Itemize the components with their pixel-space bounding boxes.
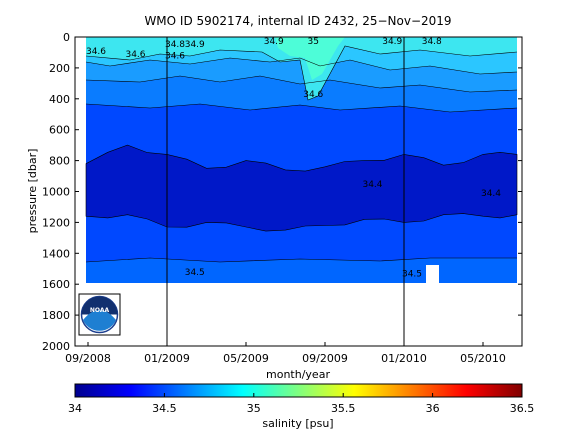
- colorbar-tick-label: 36: [426, 402, 440, 415]
- contour-label: 34.9: [185, 40, 205, 50]
- x-tick-label: 05/2009: [223, 352, 269, 365]
- contour-label: 34.6: [86, 47, 106, 57]
- contour-label: 34.8: [422, 37, 442, 47]
- y-tick-label: 600: [49, 124, 70, 137]
- contour-label: 34.8: [165, 40, 185, 50]
- y-tick-label: 400: [49, 93, 70, 106]
- colorbar-tick-label: 35.5: [331, 402, 356, 415]
- x-tick-label: 01/2009: [144, 352, 190, 365]
- x-tick-label: 09/2008: [65, 352, 111, 365]
- colorbar-label: salinity [psu]: [262, 417, 333, 430]
- y-tick-label: 1600: [42, 278, 70, 291]
- x-tick-label: 05/2010: [460, 352, 506, 365]
- contour-label: 34.4: [362, 180, 382, 190]
- contour-label: 34.6: [125, 50, 145, 60]
- contour-34-4: [85, 144, 518, 232]
- contour-label: 34.9: [382, 37, 402, 47]
- missing-data-patch: [426, 265, 439, 283]
- field-surface-core: [275, 37, 345, 80]
- y-tick-label: 200: [49, 62, 70, 75]
- y-tick-label: 800: [49, 155, 70, 168]
- field-upper-band-4: [86, 37, 517, 100]
- colorbar-tick-label: 36.5: [510, 402, 535, 415]
- colorbar-tick-label: 34.5: [152, 402, 177, 415]
- contour-label: 34.6: [303, 90, 323, 100]
- contour-labels: 34.834.6 34.6 34.634.9 34.9 35 34.9 34.834.634…: [86, 37, 501, 279]
- field-34-4-core: [86, 145, 517, 232]
- noaa-logo: NOAA: [78, 293, 121, 336]
- y-tick-label: 1400: [42, 247, 70, 260]
- x-axis-label: month/year: [266, 368, 330, 381]
- logo-top: [81, 296, 118, 315]
- logo-wave: [83, 310, 116, 331]
- x-tick-label: 01/2010: [381, 352, 427, 365]
- y-tick-label: 1800: [42, 309, 70, 322]
- contour-label: 34.5: [185, 268, 205, 278]
- contour-label: 34.4: [481, 189, 501, 199]
- y-tick-label: 1200: [42, 216, 70, 229]
- contour-label: 35: [308, 37, 319, 47]
- colorbar-tick-label: 34: [68, 402, 82, 415]
- contour-label: 34.9: [264, 37, 284, 47]
- contour-label: 34.5: [402, 269, 422, 279]
- logo-text: NOAA: [90, 307, 110, 314]
- colorbar-tick-label: 35: [247, 402, 261, 415]
- y-tick-label: 1000: [42, 186, 70, 199]
- y-tick-label: 0: [63, 31, 70, 44]
- y-axis-ticks: 0 200 400 600 800 1000 1200 1400 1600 1800 2000: [42, 31, 522, 353]
- y-tick-label: 2000: [42, 340, 70, 353]
- colorbar: [74, 383, 523, 398]
- y-axis-label: pressure [dbar]: [26, 149, 39, 234]
- chart-title: WMO ID 5902174, internal ID 2432, 25−Nov…: [144, 14, 451, 28]
- field-deep-band: [86, 258, 517, 283]
- x-axis-ticks: 09/2008 01/2009 05/2009 09/2009 01/2010 05/20…: [65, 342, 506, 365]
- colorbar-ticks: 34 34.5 35 35.5 36 36.5: [68, 393, 534, 415]
- plot-area: 34.834.6 34.6 34.634.9 34.9 35 34.9 34.834.634…: [85, 37, 518, 346]
- contour-lines: [85, 45, 518, 263]
- x-tick-label: 09/2009: [302, 352, 348, 365]
- contour-label: 34.6: [165, 52, 185, 62]
